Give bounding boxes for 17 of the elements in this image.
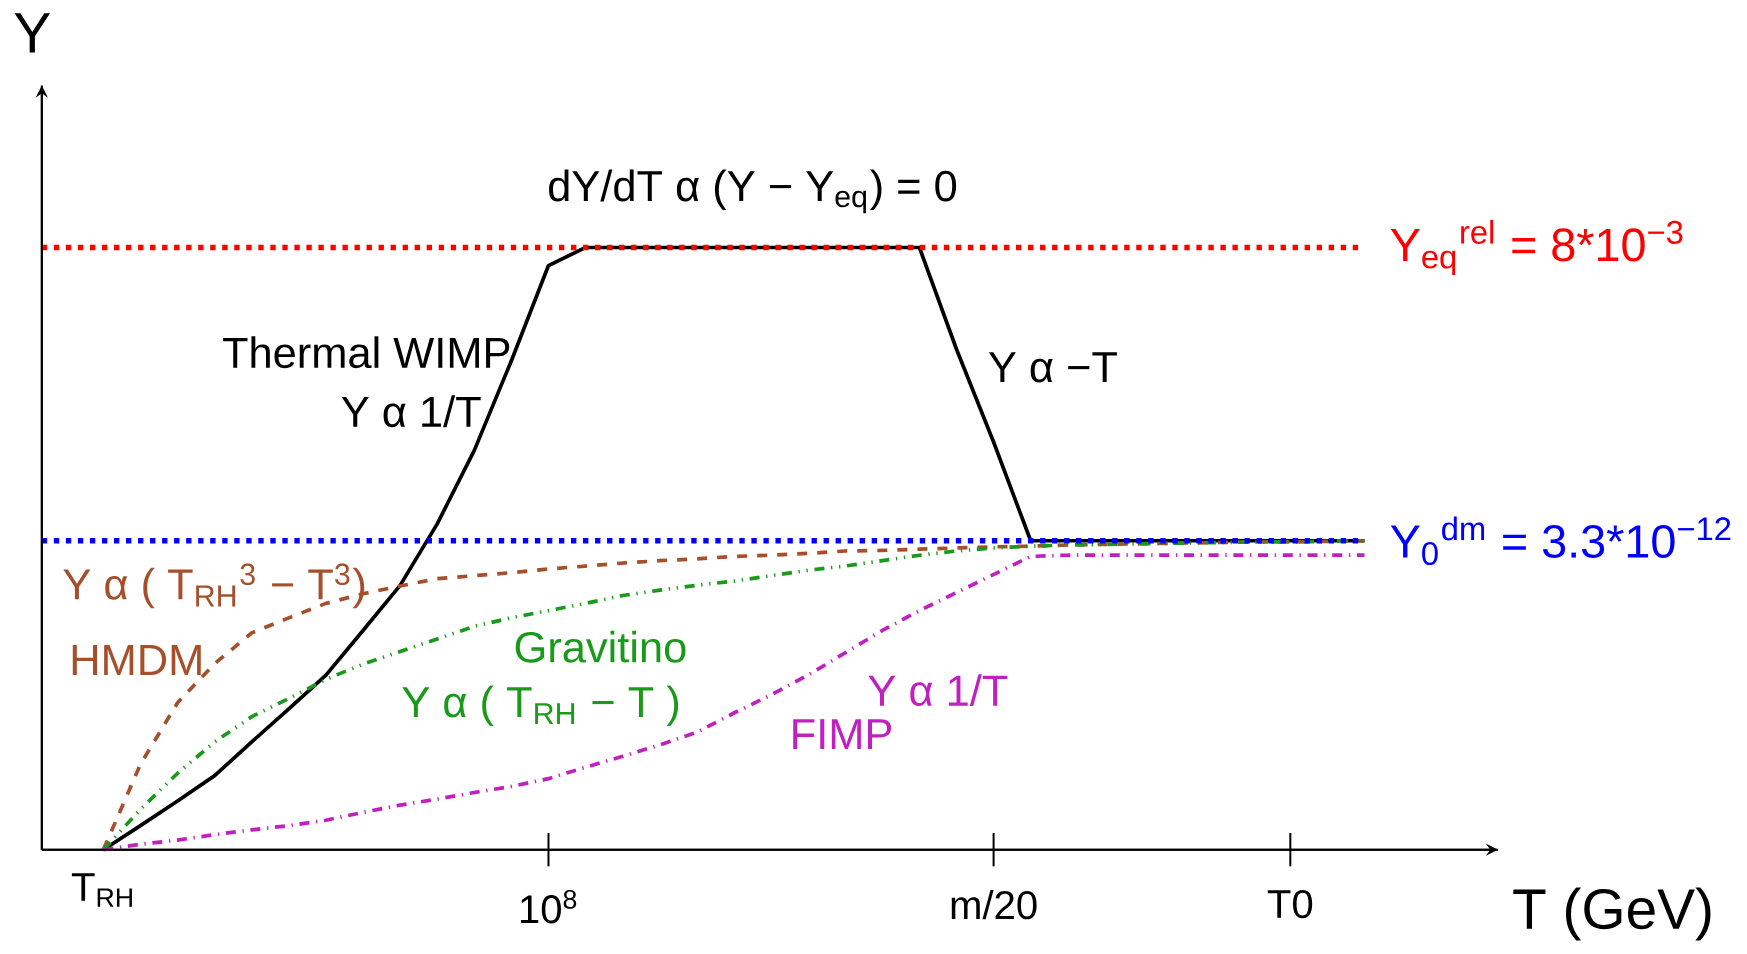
text: dY/dT α (Y − Y$_{eq}$) = 0 xyxy=(549,169,957,214)
text: Y$_{0}$$^{dm}$ = 3.3*10$^{−12}$ xyxy=(1390,516,1731,566)
y-axis-title: Y xyxy=(14,13,50,53)
x-axis-title: T (GeV) xyxy=(1513,887,1711,941)
x-tick-label: T$_{RH}$ xyxy=(71,873,132,907)
annotation: Y α ( T$_{RH}$ − T ) xyxy=(402,685,679,727)
x-tick-label: 10$^{8}$ xyxy=(520,889,577,924)
x-tick-label: T0 xyxy=(1267,890,1313,919)
text: Y$_{eq}$$^{rel}$ = 8*10$^{−3}$ xyxy=(1390,219,1683,276)
annotation: Y α 1/T xyxy=(341,395,481,428)
series-label: Thermal WIMP xyxy=(222,336,510,369)
x-tick-label: m/20 xyxy=(951,890,1037,920)
annotation: Y α 1/T xyxy=(868,674,1008,707)
annotation: Y α −T xyxy=(988,352,1117,383)
series-label: Gravitino xyxy=(515,630,686,663)
series-label: HMDM xyxy=(72,645,201,676)
series-label: FIMP xyxy=(793,719,892,750)
